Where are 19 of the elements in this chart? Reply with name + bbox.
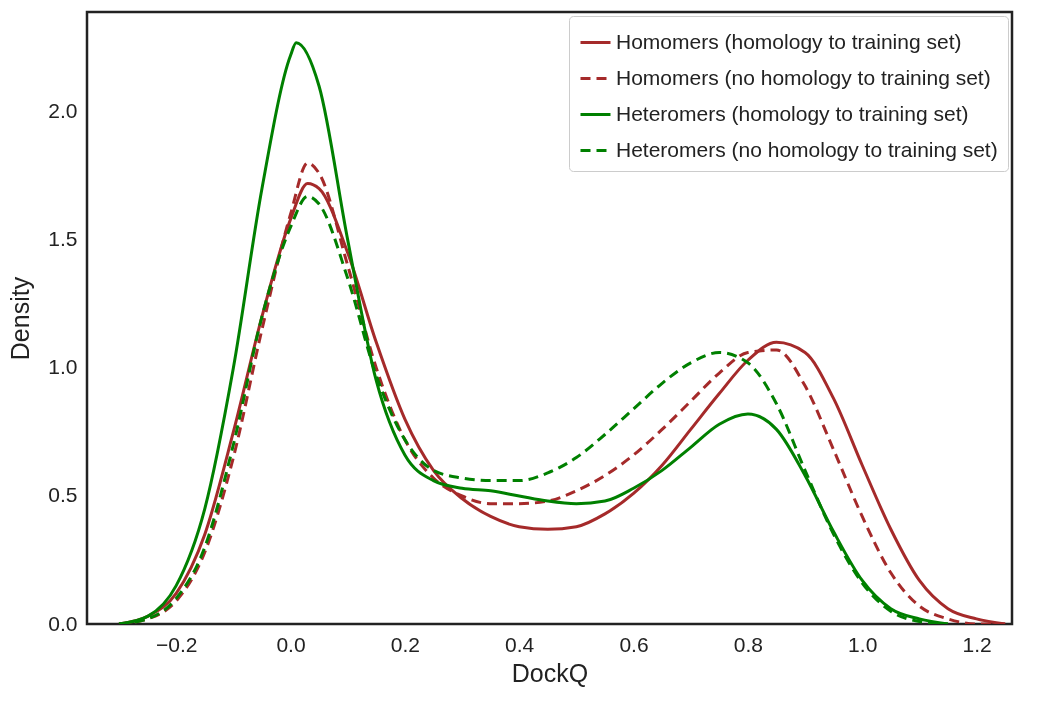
x-tick-label: 0.4 — [505, 632, 535, 656]
y-axis-title: Density — [6, 276, 35, 361]
y-tick-label: 2.0 — [48, 99, 78, 123]
legend-label: Heteromers (homology to training set) — [616, 101, 969, 125]
x-tick-label: 0.0 — [276, 632, 306, 656]
x-tick-label: 1.2 — [962, 632, 992, 656]
legend-label: Homomers (no homology to training set) — [616, 65, 991, 89]
x-tick-label: 0.8 — [733, 632, 763, 656]
y-tick-label: 0.0 — [48, 611, 78, 635]
legend-label: Homomers (homology to training set) — [616, 29, 962, 53]
x-tick-label: 0.2 — [390, 632, 420, 656]
legend-label: Heteromers (no homology to training set) — [616, 137, 998, 161]
y-tick-label: 1.5 — [48, 227, 78, 251]
y-tick-label: 1.0 — [48, 355, 78, 379]
x-tick-label: 1.0 — [848, 632, 878, 656]
x-axis-title: DockQ — [511, 658, 589, 687]
x-tick-label: 0.6 — [619, 632, 649, 656]
y-tick-label: 0.5 — [48, 483, 78, 507]
x-tick-label: −0.2 — [155, 632, 198, 656]
